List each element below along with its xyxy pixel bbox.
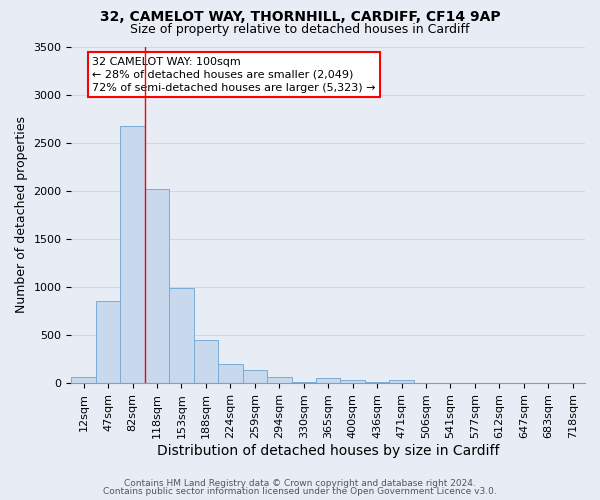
Text: Size of property relative to detached houses in Cardiff: Size of property relative to detached ho… bbox=[130, 22, 470, 36]
Bar bbox=[389, 380, 414, 383]
Bar bbox=[316, 378, 340, 383]
Bar bbox=[96, 302, 121, 383]
Bar bbox=[121, 126, 145, 383]
Bar bbox=[71, 378, 96, 383]
Bar bbox=[340, 380, 365, 383]
Bar bbox=[242, 370, 267, 383]
Text: Contains HM Land Registry data © Crown copyright and database right 2024.: Contains HM Land Registry data © Crown c… bbox=[124, 478, 476, 488]
Bar bbox=[169, 288, 194, 383]
Y-axis label: Number of detached properties: Number of detached properties bbox=[15, 116, 28, 314]
Text: Contains public sector information licensed under the Open Government Licence v3: Contains public sector information licen… bbox=[103, 487, 497, 496]
Bar bbox=[145, 189, 169, 383]
Bar bbox=[194, 340, 218, 383]
Bar bbox=[267, 377, 292, 383]
Bar bbox=[365, 382, 389, 383]
X-axis label: Distribution of detached houses by size in Cardiff: Distribution of detached houses by size … bbox=[157, 444, 499, 458]
Bar bbox=[292, 382, 316, 383]
Text: 32 CAMELOT WAY: 100sqm
← 28% of detached houses are smaller (2,049)
72% of semi-: 32 CAMELOT WAY: 100sqm ← 28% of detached… bbox=[92, 56, 376, 93]
Bar bbox=[218, 364, 242, 383]
Text: 32, CAMELOT WAY, THORNHILL, CARDIFF, CF14 9AP: 32, CAMELOT WAY, THORNHILL, CARDIFF, CF1… bbox=[100, 10, 500, 24]
